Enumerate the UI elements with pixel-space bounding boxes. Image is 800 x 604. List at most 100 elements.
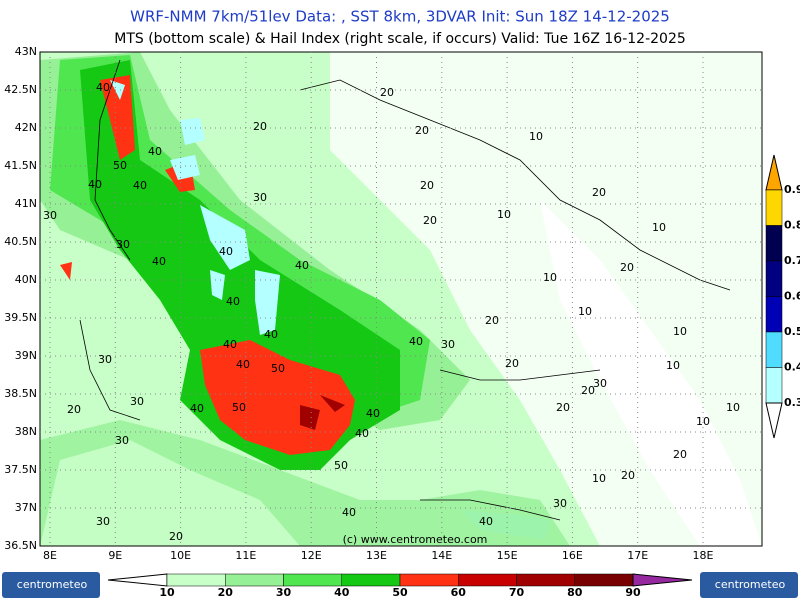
contour-label: 50	[113, 159, 127, 172]
contour-label: 10	[652, 221, 666, 234]
lon-label: 11E	[235, 549, 256, 562]
contour-label: 40	[355, 427, 369, 440]
contour-label: 10	[666, 359, 680, 372]
lat-label: 37.5N	[4, 463, 37, 476]
scale-label: 80	[567, 586, 583, 599]
contour-label: 20	[673, 448, 687, 461]
contour-label: 20	[253, 120, 267, 133]
contour-label: 10	[529, 130, 543, 143]
contour-label: 20	[592, 186, 606, 199]
contour-label: 30	[43, 209, 57, 222]
scale-arrow-top	[765, 154, 783, 191]
contour-label: 20	[169, 530, 183, 543]
map-field	[39, 51, 763, 547]
contour-label: 40	[190, 402, 204, 415]
lon-label: 14E	[431, 549, 452, 562]
lat-label: 40.5N	[4, 235, 37, 248]
contour-label: 40	[236, 358, 250, 371]
contour-label: 40	[96, 81, 110, 94]
contour-label: 10	[673, 325, 687, 338]
scale-label: 0.3	[784, 396, 800, 409]
scale-label: 70	[509, 586, 525, 599]
scale-segment	[516, 573, 575, 587]
logo-right: centrometeo	[700, 572, 798, 598]
contour-label: 40	[409, 335, 423, 348]
contour-label: 30	[115, 434, 129, 447]
scale-segment	[765, 331, 783, 368]
contour-label: 10	[696, 415, 710, 428]
scale-label: 40	[334, 586, 350, 599]
lat-label: 39N	[15, 349, 37, 362]
contour-label: 50	[334, 459, 348, 472]
contour-label: 40	[133, 179, 147, 192]
contour-label: 20	[423, 214, 437, 227]
contour-label: 40	[226, 295, 240, 308]
contour-label: 50	[232, 401, 246, 414]
scale-segment	[283, 573, 342, 587]
scale-label: 90	[625, 586, 641, 599]
lon-label: 12E	[301, 549, 322, 562]
scale-segment	[399, 573, 459, 587]
scale-label: 0.5	[784, 325, 800, 338]
lat-label: 42.5N	[4, 83, 37, 96]
contour-label: 10	[726, 401, 740, 414]
contour-label: 40	[264, 328, 278, 341]
contour-label: 20	[420, 179, 434, 192]
lon-label: 9E	[108, 549, 122, 562]
lon-label: 17E	[627, 549, 648, 562]
contour-label: 40	[219, 245, 233, 258]
contour-label: 30	[130, 395, 144, 408]
scale-label: 50	[392, 586, 408, 599]
lat-label: 38N	[15, 425, 37, 438]
contour-label: 40	[148, 145, 162, 158]
contour-label: 40	[152, 255, 166, 268]
scale-arrow-right	[632, 573, 693, 587]
scale-segment	[458, 573, 517, 587]
contour-label: 20	[380, 86, 394, 99]
scale-label: 0.4	[784, 361, 800, 374]
scale-segment	[765, 225, 783, 262]
lat-label: 36.5N	[4, 539, 37, 552]
contour-label: 20	[620, 261, 634, 274]
lat-label: 41.5N	[4, 159, 37, 172]
contour-label: 10	[578, 305, 592, 318]
contour-label: 30	[116, 238, 130, 251]
lon-label: 18E	[693, 549, 714, 562]
contour-label: 10	[497, 208, 511, 221]
lon-label: 15E	[497, 549, 518, 562]
scale-arrow-bottom	[765, 402, 783, 439]
contour-label: 20	[67, 403, 81, 416]
scale-label: 10	[159, 586, 175, 599]
title: WRF-NMM 7km/51lev Data: , SST 8km, 3DVAR…	[130, 8, 670, 26]
contour-label: 30	[441, 338, 455, 351]
contour-label: 20	[581, 384, 595, 397]
contour-label: 10	[592, 472, 606, 485]
lon-label: 10E	[170, 549, 191, 562]
scale-label: 20	[218, 586, 234, 599]
scale-segment	[574, 573, 634, 587]
contour-label: 50	[271, 362, 285, 375]
lon-label: 13E	[366, 549, 387, 562]
lat-label: 43N	[15, 45, 37, 58]
contour-label: 30	[96, 515, 110, 528]
scale-label: 0.7	[784, 254, 800, 267]
scale-segment	[765, 260, 783, 297]
contour-label: 40	[88, 178, 102, 191]
contour-label: 40	[295, 259, 309, 272]
subtitle: MTS (bottom scale) & Hail Index (right s…	[114, 31, 686, 47]
contour-label: 10	[543, 271, 557, 284]
contour-label: 40	[479, 515, 493, 528]
logo-text: centrometeo	[17, 578, 88, 591]
lat-label: 41N	[15, 197, 37, 210]
lat-label: 37N	[15, 501, 37, 514]
scale-segment	[225, 573, 284, 587]
contour-label: 20	[556, 401, 570, 414]
contour-label: 30	[98, 353, 112, 366]
contour-label: 30	[253, 191, 267, 204]
contour-label: 20	[415, 124, 429, 137]
contour-label: 40	[342, 506, 356, 519]
scale-segment	[765, 189, 783, 226]
scale-segment	[765, 367, 783, 404]
contour-label: 30	[553, 497, 567, 510]
scale-segment	[765, 296, 783, 333]
